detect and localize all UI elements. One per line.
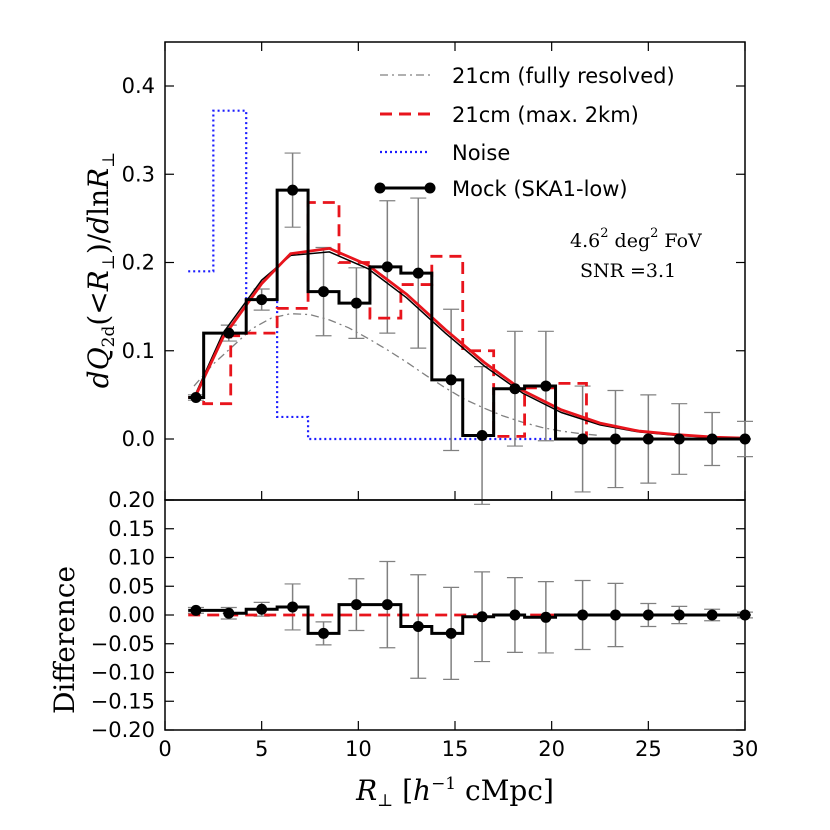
top-y-tick-label: 0.3 (122, 162, 155, 186)
mock-point (540, 380, 552, 392)
diff-point (190, 604, 202, 616)
mock-point (223, 327, 235, 339)
mock-point (673, 433, 685, 445)
diff-point (577, 609, 589, 621)
diff-point (673, 609, 685, 621)
mock-point (445, 374, 457, 386)
bottom-x-tick-label: 0 (158, 737, 171, 761)
top-y-tick-label: 0.2 (122, 251, 155, 275)
resolved-series-line (193, 313, 601, 437)
mock-point (577, 433, 589, 445)
legend-label-noise: Noise (452, 141, 510, 165)
top-y-tick-label: 0.0 (122, 427, 155, 451)
diff-point (476, 611, 488, 623)
diff-point (540, 611, 552, 623)
bottom-panel: 0.20 0.15 0.10 0.05 0.00 −0.05 −0.10 −0.15 −0.20… (91, 488, 759, 761)
diff-point (287, 601, 299, 613)
diff-point (223, 607, 235, 619)
diff-point (445, 627, 457, 639)
mock-point (706, 433, 718, 445)
top-y-tick-label: 0.4 (122, 74, 155, 98)
bottom-x-tick-label: 10 (345, 737, 372, 761)
mock-point (190, 392, 202, 404)
bottom-y-tick-label: −0.10 (91, 661, 155, 685)
legend-label-resolved: 21cm (fully resolved) (452, 64, 675, 88)
legend-marker-left (374, 182, 386, 194)
diff-point (642, 609, 654, 621)
mock-point (642, 433, 654, 445)
diff-point (412, 621, 424, 632)
mock-point (287, 184, 299, 196)
diff-point (706, 609, 718, 621)
diff-point (256, 603, 268, 615)
mock-point (318, 286, 330, 298)
bottom-y-axis-title: Difference (48, 566, 81, 714)
diff-point (350, 599, 362, 611)
legend-marker-right (424, 182, 436, 194)
mock-point (350, 297, 362, 309)
bottom-y-tick-label: −0.05 (91, 632, 155, 656)
annotation-fov: 4.62 deg2 FoV (570, 226, 702, 252)
bottom-x-tick-label: 15 (442, 737, 469, 761)
bottom-x-tick-label: 5 (255, 737, 268, 761)
mock-point (412, 267, 424, 279)
mock-point (739, 433, 751, 445)
top-y-tick-label: 0.1 (122, 339, 155, 363)
bottom-x-tick-label: 25 (635, 737, 662, 761)
legend-label-max2km: 21cm (max. 2km) (452, 103, 639, 127)
bottom-y-tick-label: −0.20 (91, 718, 155, 742)
diff-point (381, 599, 393, 611)
bottom-x-tick-label: 30 (732, 737, 759, 761)
diff-point (609, 609, 621, 621)
bottom-y-tick-label: −0.15 (91, 689, 155, 713)
diff-series-line (188, 603, 745, 635)
mock-point (476, 429, 488, 441)
mock-series-line (188, 188, 745, 441)
mock-point (509, 383, 521, 395)
noise-series-line (188, 109, 745, 441)
bottom-y-tick-label: 0.20 (108, 488, 155, 512)
x-axis-title: R⊥ [h−1 cMpc] (355, 774, 554, 811)
mock-point (381, 261, 393, 273)
bottom-y-tick-label: 0.15 (108, 517, 155, 541)
mock-point (256, 294, 268, 306)
bottom-y-tick-label: 0.00 (108, 603, 155, 627)
top-y-axis-title: dQ2d(<R⊥)/dlnR⊥ (82, 152, 119, 388)
diff-point (318, 627, 330, 639)
bottom-y-tick-label: 0.10 (108, 546, 155, 570)
diff-point (509, 609, 521, 621)
bottom-y-tick-label: 0.05 (108, 574, 155, 598)
top-panel: 0.0 0.1 0.2 0.3 0.4 21cm (fully resolved) 21cm… (122, 41, 753, 505)
legend-label-mock: Mock (SKA1-low) (452, 177, 628, 201)
diff-point (739, 609, 751, 621)
mock-point (609, 433, 621, 445)
annotation-snr: SNR =3.1 (580, 260, 676, 282)
bottom-x-tick-label: 20 (538, 737, 565, 761)
